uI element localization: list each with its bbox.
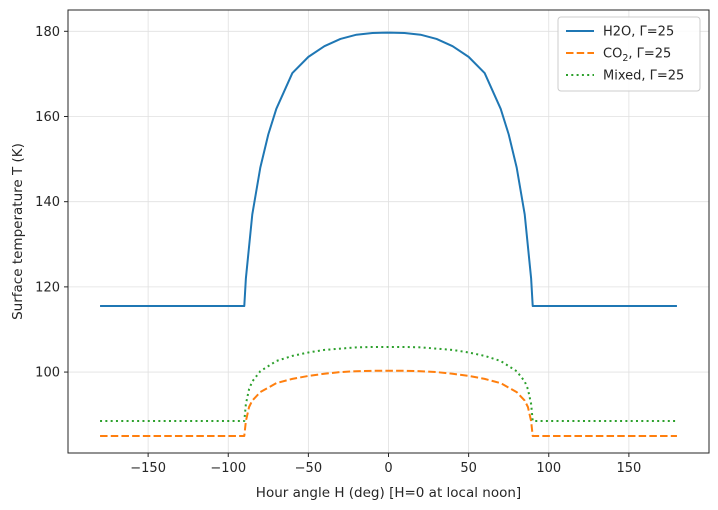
series-line-1 [100, 31, 677, 308]
legend-label-3: Mixed, Γ=25 [603, 69, 684, 84]
x-axis-label: Hour angle H (deg) [H=0 at local noon] [256, 485, 521, 501]
x-tick-label: −100 [210, 461, 246, 476]
x-tick-label: −50 [295, 461, 322, 476]
x-tick-label: 0 [384, 461, 392, 476]
y-tick-label: 140 [35, 195, 60, 210]
y-tick-label: 100 [35, 366, 60, 381]
legend-box [557, 16, 701, 92]
legend-label-1: H2O, Γ=25 [603, 25, 674, 40]
grid [68, 10, 709, 453]
x-tick-label: 100 [536, 461, 561, 476]
series-layer [100, 31, 677, 437]
series-line-2 [100, 369, 677, 437]
x-tick-label: 50 [460, 461, 477, 476]
y-tick-label: 160 [35, 110, 60, 125]
x-tick-label: −150 [130, 461, 166, 476]
y-axis-label: Surface temperature T (K) [10, 143, 26, 320]
x-axis: −150 −100 −50 0 50 100 150 [130, 453, 641, 476]
series-line-3 [100, 345, 677, 423]
legend-label-2: CO2, Γ=25 [603, 47, 671, 65]
y-axis: 100 120 140 160 180 [35, 25, 68, 381]
y-tick-label: 180 [35, 25, 60, 40]
legend: H2O, Γ=25 CO2, Γ=25 Mixed, Γ=25 [557, 16, 701, 92]
x-tick-label: 150 [616, 461, 641, 476]
y-tick-label: 120 [35, 280, 60, 295]
